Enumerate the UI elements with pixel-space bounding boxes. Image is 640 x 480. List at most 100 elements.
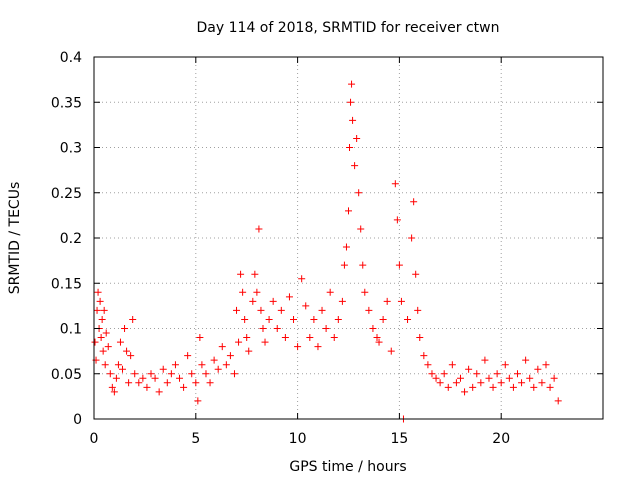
data-point	[180, 383, 188, 391]
data-point	[306, 334, 314, 342]
data-point	[440, 370, 448, 378]
data-point	[359, 261, 367, 269]
data-point	[397, 297, 405, 305]
data-point	[391, 180, 399, 188]
data-point	[102, 329, 110, 337]
data-point	[285, 293, 293, 301]
data-point	[123, 347, 131, 355]
data-point	[237, 270, 245, 278]
data-point	[106, 370, 114, 378]
data-point	[393, 216, 401, 224]
data-point	[194, 397, 202, 405]
data-point	[265, 315, 273, 323]
x-tick-label: 20	[492, 431, 510, 447]
data-point	[497, 379, 505, 387]
data-point	[98, 315, 106, 323]
data-point	[116, 338, 124, 346]
data-point	[257, 306, 265, 314]
data-point	[361, 288, 369, 296]
data-point	[345, 207, 352, 215]
data-point	[444, 383, 452, 391]
data-point	[347, 98, 355, 106]
data-point	[465, 365, 473, 373]
y-tick-label: 0.15	[51, 276, 82, 292]
data-point	[489, 383, 497, 391]
y-tick-label: 0.05	[51, 367, 82, 383]
data-point	[530, 383, 538, 391]
data-point	[302, 302, 310, 310]
data-point	[261, 338, 269, 346]
x-tick-label: 5	[191, 431, 200, 447]
data-point	[97, 334, 105, 342]
data-point	[163, 379, 171, 387]
data-point	[534, 365, 542, 373]
data-point	[365, 306, 373, 314]
data-point	[357, 225, 365, 233]
data-point	[155, 388, 163, 396]
y-tick-label: 0.35	[51, 95, 82, 111]
data-point	[143, 383, 151, 391]
data-point	[206, 379, 214, 387]
data-point	[408, 234, 416, 242]
data-point	[348, 80, 356, 88]
data-point	[112, 374, 120, 382]
data-point	[255, 225, 263, 233]
data-point	[542, 361, 550, 369]
data-point	[230, 370, 238, 378]
data-point	[210, 356, 218, 364]
y-tick-label: 0.2	[60, 231, 82, 247]
data-point	[469, 383, 477, 391]
data-point	[473, 370, 481, 378]
data-point	[135, 379, 143, 387]
data-point	[167, 370, 175, 378]
data-point	[101, 361, 109, 369]
data-point	[509, 383, 517, 391]
data-point	[277, 306, 285, 314]
data-point	[114, 361, 122, 369]
y-tick-labels: 0 0.05 0.1 0.15 0.2 0.25 0.3 0.35 0.4	[51, 50, 82, 428]
data-point	[226, 352, 234, 360]
data-point	[428, 370, 436, 378]
data-point	[349, 116, 357, 124]
data-points	[91, 80, 562, 423]
data-point	[346, 144, 354, 151]
data-point	[334, 315, 342, 323]
data-point	[110, 388, 118, 396]
data-point	[410, 198, 418, 206]
y-tick-label: 0.4	[60, 50, 82, 66]
axis-ticks	[93, 56, 603, 420]
data-point	[375, 338, 383, 346]
data-point	[159, 365, 167, 373]
x-tick-label: 0	[90, 431, 99, 447]
data-point	[351, 162, 359, 170]
x-tick-label: 10	[289, 431, 307, 447]
data-point	[518, 379, 526, 387]
data-point	[241, 315, 249, 323]
data-point	[330, 334, 338, 342]
data-point	[249, 297, 257, 305]
data-point	[139, 374, 147, 382]
data-point	[125, 379, 133, 387]
data-point	[184, 352, 192, 360]
data-point	[273, 325, 281, 332]
data-point	[369, 325, 377, 332]
data-point	[99, 347, 107, 355]
data-point	[501, 361, 509, 369]
data-point	[218, 343, 226, 351]
data-point	[239, 288, 247, 296]
data-point	[522, 356, 530, 364]
data-point	[432, 374, 440, 382]
data-point	[412, 270, 420, 278]
data-point	[290, 315, 298, 323]
data-point	[129, 315, 137, 323]
y-tick-label: 0	[73, 412, 82, 428]
data-point	[151, 374, 159, 382]
data-point	[235, 338, 243, 346]
y-tick-label: 0.1	[60, 322, 82, 338]
data-point	[259, 325, 267, 332]
chart-title: Day 114 of 2018, SRMTID for receiver ctw…	[197, 20, 500, 36]
grid	[93, 56, 603, 420]
data-point	[554, 397, 562, 405]
data-point	[214, 365, 222, 373]
